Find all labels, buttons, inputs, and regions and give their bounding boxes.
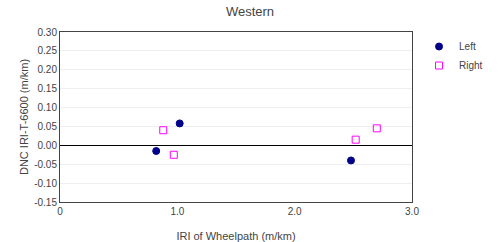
svg-text:-0.05: -0.05	[34, 159, 57, 170]
svg-text:0.25: 0.25	[38, 45, 58, 56]
svg-text:Right: Right	[459, 60, 483, 71]
svg-text:0.10: 0.10	[38, 102, 58, 113]
svg-text:3.0: 3.0	[405, 206, 419, 217]
svg-text:-0.10: -0.10	[34, 178, 57, 189]
svg-text:1.0: 1.0	[170, 206, 184, 217]
svg-text:Left: Left	[459, 41, 476, 52]
svg-text:-0.15: -0.15	[34, 197, 57, 208]
svg-text:DNC IRI-T-6600 (m/km): DNC IRI-T-6600 (m/km)	[18, 59, 30, 175]
svg-text:0.20: 0.20	[38, 64, 58, 75]
svg-text:Western: Western	[226, 4, 274, 19]
svg-text:IRI of Wheelpath (m/km): IRI of Wheelpath (m/km)	[176, 230, 295, 242]
svg-text:0.30: 0.30	[38, 27, 58, 38]
svg-text:0.15: 0.15	[38, 83, 58, 94]
svg-text:0: 0	[57, 206, 63, 217]
svg-text:2.0: 2.0	[288, 206, 302, 217]
svg-text:0.05: 0.05	[38, 121, 58, 132]
svg-text:0.00: 0.00	[38, 140, 58, 151]
